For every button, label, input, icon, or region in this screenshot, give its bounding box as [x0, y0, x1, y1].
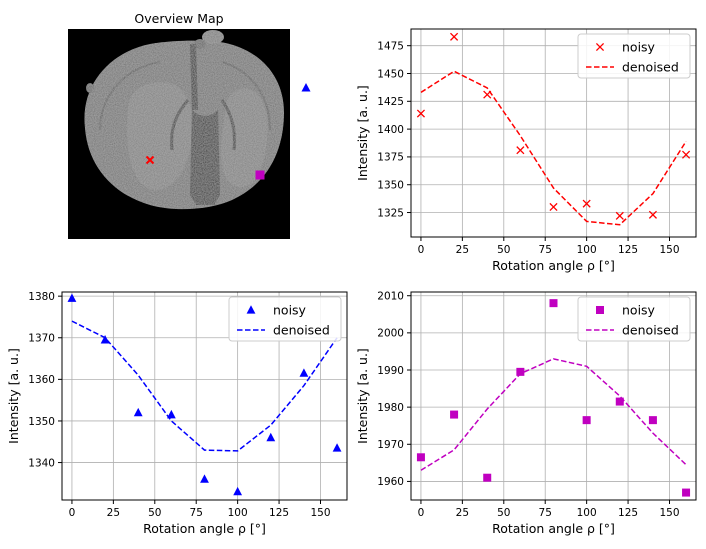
x-tick-label: 75	[539, 507, 552, 519]
x-tick-label: 25	[107, 507, 120, 519]
data-point-noisy	[166, 409, 176, 419]
legend: noisy denoised	[577, 296, 691, 342]
y-tick-label: 1350	[28, 416, 55, 428]
plot-frame	[61, 291, 348, 501]
data-point-noisy	[332, 443, 342, 452]
legend-label-denoised: denoised	[622, 323, 679, 338]
x-tick-label: 50	[497, 507, 510, 519]
y-tick-label: 2000	[377, 328, 404, 340]
x-tick-label: 0	[69, 507, 76, 519]
data-point-noisy	[416, 109, 426, 118]
y-tick-label: 1990	[377, 365, 404, 377]
overview-title: Overview Map	[134, 11, 223, 26]
red-marker	[145, 155, 155, 165]
data-point-noisy	[133, 407, 143, 417]
x-tick-label: 50	[148, 507, 161, 519]
data-point-noisy	[483, 473, 492, 482]
legend-label-denoised: denoised	[622, 60, 679, 75]
data-point-noisy	[450, 410, 459, 419]
y-tick-label: 2010	[377, 291, 404, 303]
plot-blue: 0 25 50 75 100 125 150 1340 1350 1360 1370 1380 Rota…	[6, 291, 348, 536]
y-tick-label: 1325	[377, 207, 404, 219]
x-axis-label: Rotation angle ρ [°]	[143, 521, 266, 536]
data-point-noisy	[648, 416, 657, 425]
y-axis-label: Intensity [a. u.]	[355, 348, 370, 444]
data-point-noisy	[549, 202, 558, 212]
series-line-denoised	[71, 320, 338, 452]
x-tick-label: 150	[310, 507, 330, 519]
x-tick-label: 100	[577, 507, 597, 519]
y-tick-label: 1970	[377, 439, 404, 451]
legend: noisy denoised	[577, 33, 691, 79]
series-line-denoised	[420, 70, 687, 226]
y-tick-label: 1960	[377, 476, 404, 488]
y-tick-label: 1980	[377, 402, 404, 414]
y-axis-label: Intensity [a. u.]	[6, 348, 21, 444]
legend: noisy denoised	[228, 296, 342, 342]
data-point-noisy	[516, 146, 525, 155]
x-tick-label: 25	[456, 244, 469, 256]
x-tick-label: 75	[190, 507, 203, 519]
data-point-noisy	[582, 199, 591, 208]
data-point-noisy	[681, 150, 691, 159]
x-tick-label: 0	[418, 244, 425, 256]
x-tick-label: 100	[228, 507, 248, 519]
x-tick-label: 150	[659, 507, 679, 519]
y-axis-label: Intensity [a. u.]	[355, 85, 370, 181]
x-tick-label: 125	[269, 507, 289, 519]
x-tick-label: 125	[618, 507, 638, 519]
x-tick-label: 150	[659, 244, 679, 256]
legend-swatch-noisy	[246, 305, 256, 314]
data-point-noisy	[615, 211, 624, 220]
x-tick-label: 100	[577, 244, 597, 256]
data-point-noisy	[416, 453, 425, 462]
legend-swatch-noisy	[595, 42, 605, 52]
y-tick-label: 1400	[377, 124, 404, 136]
y-tick-label: 1425	[377, 96, 404, 108]
legend-label-denoised: denoised	[273, 323, 330, 338]
plot-red: 0 25 50 75 100 125 150 1325 1350 1375 1400 1425 1450…	[355, 28, 697, 273]
x-tick-label: 25	[456, 507, 469, 519]
data-point-noisy	[549, 299, 558, 308]
plot-frame	[410, 28, 697, 238]
y-tick-label: 1450	[377, 68, 404, 80]
brain-section-image	[84, 30, 285, 210]
y-tick-label: 1340	[28, 457, 55, 469]
data-point-noisy	[67, 293, 77, 302]
data-point-noisy	[516, 367, 525, 376]
y-tick-label: 1380	[28, 291, 55, 303]
y-tick-label: 1360	[28, 374, 55, 386]
y-tick-label: 1475	[377, 40, 404, 52]
data-point-noisy	[615, 397, 624, 406]
data-point-noisy	[682, 488, 691, 497]
legend-label-noisy: noisy	[622, 303, 656, 318]
magenta-marker	[255, 170, 265, 180]
blue-marker	[301, 83, 311, 92]
x-tick-label: 0	[418, 507, 425, 519]
data-point-noisy	[233, 486, 243, 496]
y-tick-label: 1370	[28, 333, 55, 345]
data-point-noisy	[582, 416, 591, 425]
x-tick-label: 125	[618, 244, 638, 256]
data-point-noisy	[648, 210, 657, 219]
data-point-noisy	[299, 368, 309, 377]
plot-frame	[410, 291, 697, 501]
legend-swatch-noisy	[596, 306, 604, 314]
y-tick-label: 1350	[377, 180, 404, 192]
series-line-denoised	[420, 358, 687, 471]
legend-label-noisy: noisy	[622, 40, 656, 55]
data-point-noisy	[266, 432, 276, 442]
y-tick-label: 1375	[377, 152, 404, 164]
plot-magenta: 0 25 50 75 100 125 150 1960 1970 1980 1990 2000 2010…	[355, 291, 697, 536]
x-axis-label: Rotation angle ρ [°]	[492, 521, 615, 536]
overview-panel: Overview Map	[68, 11, 311, 239]
x-axis-label: Rotation angle ρ [°]	[492, 258, 615, 273]
x-tick-label: 50	[497, 244, 510, 256]
data-point-noisy	[200, 474, 209, 483]
legend-label-noisy: noisy	[273, 303, 307, 318]
data-point-noisy	[450, 32, 459, 41]
x-tick-label: 75	[539, 244, 552, 256]
